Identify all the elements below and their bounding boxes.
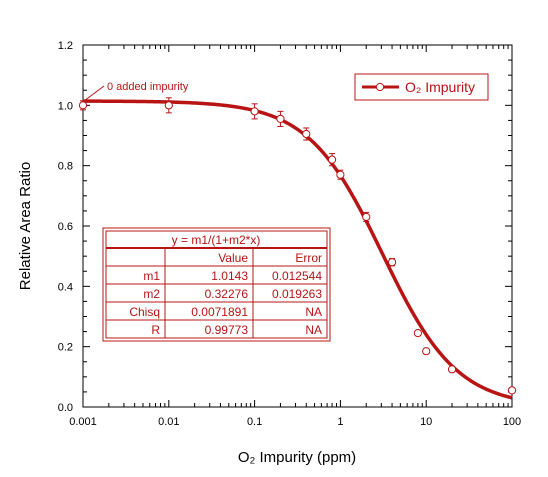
x-tick-label: 0.1 (247, 416, 262, 428)
data-point (336, 170, 345, 179)
fit-table-cell: 0.019263 (272, 287, 322, 301)
legend: O₂ Impurity (354, 73, 489, 101)
y-tick-label: 1.0 (58, 100, 73, 112)
data-point (447, 365, 457, 374)
x-tick-label: 0.001 (69, 416, 97, 428)
fit-table-cell: 1.0143 (211, 269, 248, 283)
legend-entry: O₂ Impurity (405, 79, 475, 95)
fit-table-cell: m1 (143, 269, 160, 283)
fit-table-header: Error (295, 251, 322, 265)
data-point (250, 107, 259, 116)
data-point (302, 129, 311, 139)
fit-table-cell: R (151, 323, 160, 337)
data-point (327, 155, 337, 164)
y-tick-label: 0.8 (58, 161, 73, 173)
data-point (78, 101, 88, 110)
data-point (507, 386, 517, 395)
x-tick-label: 1 (337, 416, 343, 428)
fit-curve (83, 99, 513, 400)
x-tick-label: 100 (503, 416, 521, 428)
annotation-leader (83, 85, 105, 102)
axis-tick-labels: 0.001 0.01 0.1 1 10 100 0.0 0.2 0.4 0.6 0.8 1.0 1.2 (58, 40, 521, 428)
fit-table-cell: 0.32276 (205, 287, 249, 301)
data-point (276, 114, 285, 124)
data-points (78, 97, 517, 395)
data-point (164, 101, 173, 110)
data-point (413, 328, 422, 338)
x-tick-label: 0.01 (158, 416, 179, 428)
data-point (387, 258, 397, 267)
data-point (422, 347, 431, 356)
legend-marker (375, 82, 385, 92)
fit-table-title: y = m1/(1+m2*x) (172, 233, 261, 247)
fit-table-cell: 0.99773 (205, 323, 249, 337)
data-point (362, 212, 371, 222)
fit-table-cell: 0.012544 (272, 269, 322, 283)
annotation-text: 0 added impurity (107, 81, 189, 93)
y-tick-label: 0.6 (58, 221, 73, 233)
axis-ticks (82, 44, 513, 408)
fit-table-cell: m2 (143, 287, 160, 301)
x-tick-label: 10 (420, 416, 432, 428)
y-tick-label: 1.2 (58, 40, 73, 52)
annotation: 0 added impurity (83, 81, 189, 102)
y-tick-label: 0.0 (58, 402, 73, 414)
fit-table-cell: NA (305, 323, 322, 337)
y-tick-label: 0.2 (58, 342, 73, 354)
x-axis-label: O₂ Impurity (ppm) (238, 449, 356, 466)
fit-table-cell: 0.0071891 (191, 305, 248, 319)
fit-table-header: Value (218, 251, 248, 265)
fit-table: y = m1/(1+m2*x) Value Error m1 1.0143 0.… (102, 227, 331, 342)
y-axis-label: Relative Area Ratio (17, 162, 34, 290)
y-tick-label: 0.4 (58, 281, 73, 293)
fit-table-cell: Chisq (129, 305, 160, 319)
fit-table-cell: NA (305, 305, 322, 319)
